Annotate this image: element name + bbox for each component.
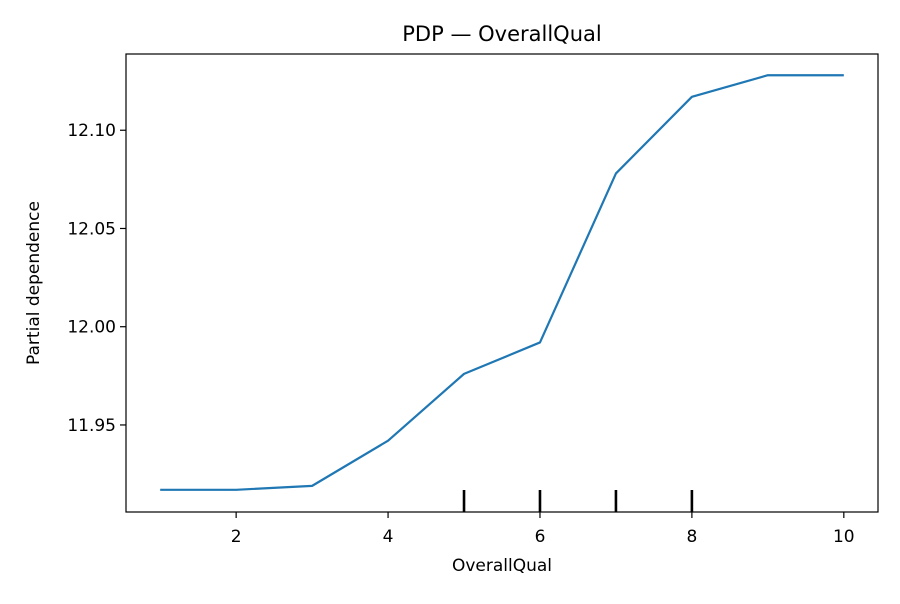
- chart-title: PDP — OverallQual: [402, 22, 601, 46]
- y-tick-label: 12.10: [67, 121, 116, 141]
- x-tick-label: 8: [686, 527, 697, 547]
- y-tick-label: 11.95: [67, 416, 116, 436]
- y-tick-label: 12.00: [67, 318, 116, 338]
- y-tick-label: 12.05: [67, 219, 116, 239]
- y-axis-label: Partial dependence: [24, 201, 44, 365]
- series-line: [160, 75, 844, 490]
- plot-frame: [126, 54, 878, 512]
- x-tick-label: 4: [383, 527, 394, 547]
- ticks-layer: 2 4 6 8 10 11.95 12.00 12.05 12.10: [67, 121, 854, 547]
- x-tick-label: 2: [231, 527, 242, 547]
- marks-layer: [160, 75, 844, 512]
- x-tick-label: 6: [535, 527, 546, 547]
- x-axis-label: OverallQual: [452, 556, 552, 576]
- x-tick-label: 10: [833, 527, 855, 547]
